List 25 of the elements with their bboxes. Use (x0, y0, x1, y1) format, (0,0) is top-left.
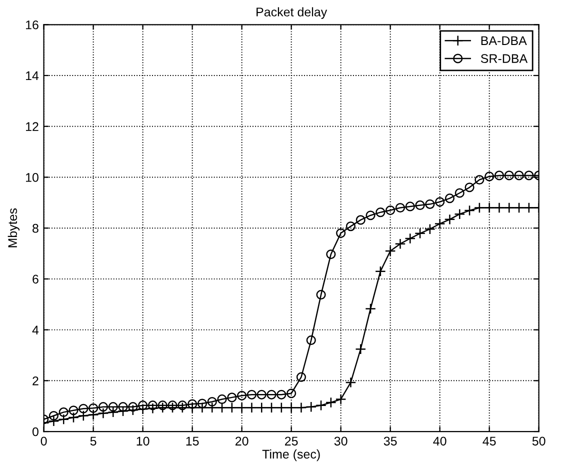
x-tick-label: 45 (482, 436, 496, 446)
y-tick-label: 2 (32, 376, 38, 386)
y-tick-label: 8 (32, 224, 38, 233)
x-tick-label: 25 (285, 436, 298, 446)
x-tick-label: 20 (236, 436, 248, 446)
y-tick-label: 16 (26, 20, 38, 30)
x-tick-label: 5 (90, 436, 96, 446)
x-tick-label: 50 (532, 436, 546, 446)
y-axis-title: Mbytes (8, 208, 20, 248)
chart-title: Packet delay (256, 7, 328, 19)
x-tick-label: 40 (433, 436, 446, 446)
legend-label: SR-DBA (480, 54, 528, 63)
x-tick-label: 10 (136, 436, 150, 446)
y-tick-label: 12 (26, 122, 38, 131)
y-tick-label: 10 (26, 173, 38, 182)
y-tick-label: 4 (32, 326, 39, 334)
legend-label: BA-DBA (481, 36, 527, 45)
x-tick-label: 30 (334, 436, 348, 446)
x-axis-title: Time (sec) (262, 449, 320, 462)
y-tick-label: 0 (32, 427, 38, 436)
y-tick-label: 6 (32, 274, 38, 284)
x-tick-label: 0 (40, 436, 47, 446)
y-tick-label: 14 (26, 71, 39, 80)
x-tick-label: 15 (186, 436, 199, 446)
x-tick-label: 35 (384, 436, 397, 446)
